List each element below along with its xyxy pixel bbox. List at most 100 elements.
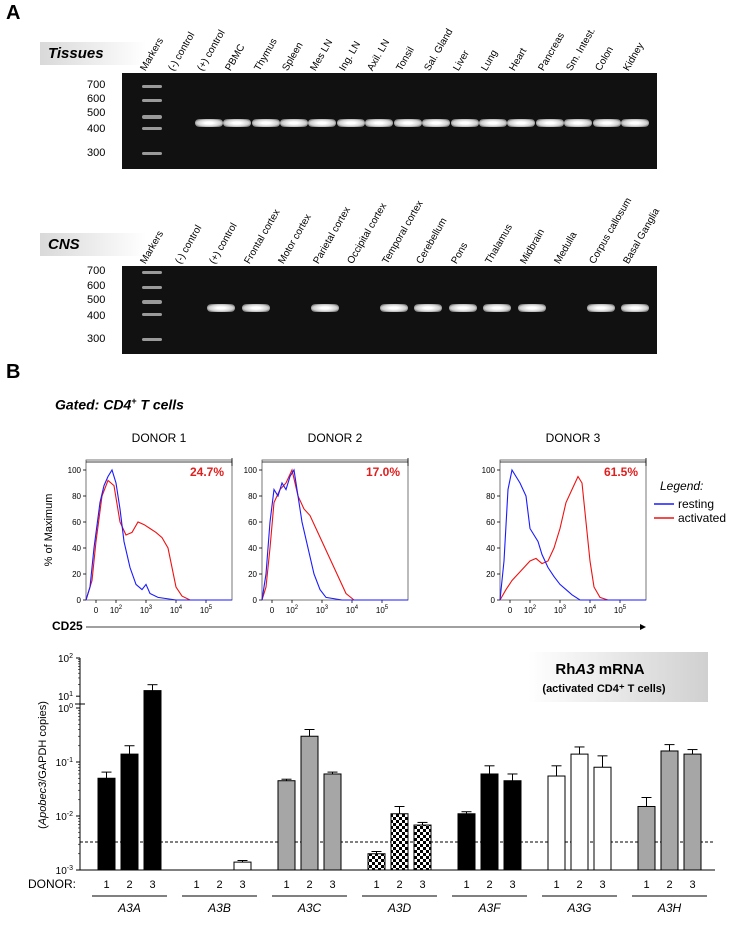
tissues-lane-label: Kidney	[621, 41, 647, 73]
category-label: A3C	[297, 901, 322, 915]
histogram-xtick-exp: 5	[385, 605, 389, 611]
histogram-frame	[85, 459, 233, 601]
donor-number: 1	[103, 879, 109, 891]
histogram-ytick-label: 40	[248, 544, 257, 553]
tissues-gel-image	[122, 73, 657, 169]
tissues-pcr-band	[422, 119, 451, 127]
tissues-lane-label: PBMC	[223, 42, 248, 73]
histogram-xtick-label: 0	[270, 606, 275, 615]
cns-pcr-band	[241, 304, 270, 312]
tissues-ladder-band	[142, 115, 162, 119]
histogram-xtick-label: 105	[614, 605, 627, 615]
chart-subtitle: (activated CD4⁺ T cells)	[542, 683, 666, 695]
tissues-pcr-band	[393, 119, 422, 127]
cns-pcr-band	[621, 304, 649, 312]
tissues-ladder-band	[142, 99, 162, 102]
tissues-pcr-band	[365, 119, 394, 127]
cns-ladder-band	[142, 286, 162, 289]
donor-number: 2	[396, 879, 402, 891]
histogram-xtick-label: 102	[286, 605, 299, 615]
histogram-ytick-label: 60	[72, 518, 81, 527]
histogram-title: DONOR 2	[308, 431, 363, 445]
tissues-lane-label: Mes LN	[308, 37, 336, 73]
donor-number: 2	[306, 879, 312, 891]
panel-b-letter: B	[6, 361, 21, 383]
cns-pcr-band	[517, 304, 546, 312]
donor-number: 3	[689, 879, 695, 891]
tissues-marker-size: 700	[87, 79, 106, 91]
tissues-pcr-band	[535, 119, 564, 127]
tissues-marker-size: 400	[87, 123, 106, 135]
resting-histogram-line	[499, 468, 646, 601]
cns-ladder-band	[142, 300, 162, 304]
donor-number: 2	[576, 879, 582, 891]
tissues-lane-label: Ing. LN	[337, 39, 363, 73]
tissues-lane-label: Thymus	[252, 36, 280, 73]
legend-resting-label: resting	[678, 497, 714, 511]
histogram-xtick-label: 0	[94, 606, 99, 615]
histogram-xtick-exp: 4	[593, 605, 597, 611]
histogram-ytick-label: 0	[77, 596, 82, 605]
donor-number: 3	[599, 879, 605, 891]
histogram-xtick-label: 105	[200, 605, 213, 615]
histogram-xtick-label: 104	[584, 605, 597, 615]
bar-ylabel: (Apobec3/GAPDH copies)	[37, 701, 49, 829]
bar-A3A-donor-3	[143, 703, 162, 871]
bar-A3A-donor-3-upper	[143, 690, 162, 705]
tissues-ladder-band	[142, 152, 162, 155]
gated-sup: +	[131, 396, 137, 406]
chart-title: RhA3 mRNA	[555, 661, 644, 678]
cns-marker-size: 500	[87, 294, 106, 306]
bar-A3D-donor-1	[367, 853, 386, 871]
cns-pcr-band	[414, 304, 442, 312]
bar-A3B-donor-3	[233, 861, 252, 871]
bar-ytick-label: 101	[58, 691, 73, 703]
bar-ylabel-rest: /GAPDH copies)	[37, 701, 49, 782]
bar-ytick-label: 10-2	[56, 811, 73, 823]
donor-number: 1	[373, 879, 379, 891]
tissues-pcr-band	[336, 119, 365, 127]
donor-axis-label: DONOR:	[28, 877, 76, 891]
bar-A3D-donor-3	[413, 824, 432, 871]
cns-lane-label: Thalamus	[483, 222, 515, 266]
bar-A3F-donor-1	[457, 813, 476, 871]
gated-prefix: Gated: CD4	[55, 396, 132, 413]
tissues-pcr-band	[223, 119, 252, 127]
histogram-ytick-label: 0	[253, 596, 258, 605]
tissues-pcr-band	[308, 119, 337, 127]
donor-number: 1	[193, 879, 199, 891]
cns-pcr-band	[448, 304, 477, 312]
bar-A3H-donor-3	[683, 753, 702, 871]
donor-number: 3	[239, 879, 245, 891]
cns-lane-label: Motor cortex	[276, 212, 314, 266]
tissues-lane-label: Axil. LN	[365, 37, 393, 73]
histogram-ytick-label: 40	[72, 544, 81, 553]
histogram-ytick-label: 100	[68, 466, 82, 475]
category-label: A3F	[477, 901, 501, 915]
cns-marker-size: 300	[87, 333, 106, 345]
bar-ylabel-gene: Apobec3	[37, 781, 49, 826]
histogram-xtick-label: 102	[524, 605, 537, 615]
cns-pcr-band	[483, 304, 511, 312]
donor-number: 2	[216, 879, 222, 891]
cns-lane-label: Cerebellum	[414, 216, 450, 266]
histogram-xtick-exp: 2	[295, 605, 299, 611]
histogram-xtick-label: 0	[508, 606, 513, 615]
tissues-ladder-band	[142, 85, 162, 88]
legend-activated-label: activated	[678, 511, 726, 525]
bar-ytick-exp: 1	[69, 691, 73, 698]
tissues-lane-label: Lung	[479, 48, 501, 73]
cns-pcr-band	[586, 304, 615, 312]
bar-ytick-exp: -2	[67, 811, 73, 818]
bar-A3A-donor-1	[97, 777, 116, 871]
donor-number: 2	[126, 879, 132, 891]
histogram-xtick-exp: 2	[533, 605, 537, 611]
donor-number: 1	[643, 879, 649, 891]
tissues-section-label: Tissues	[40, 42, 146, 65]
donor-number: 1	[463, 879, 469, 891]
cns-lane-label: (-) control	[172, 223, 204, 266]
histogram-xtick-label: 104	[170, 605, 183, 615]
bar-A3A-donor-2	[120, 753, 139, 871]
gate-percentage: 24.7%	[190, 465, 224, 479]
bar-A3C-donor-1	[277, 780, 296, 871]
